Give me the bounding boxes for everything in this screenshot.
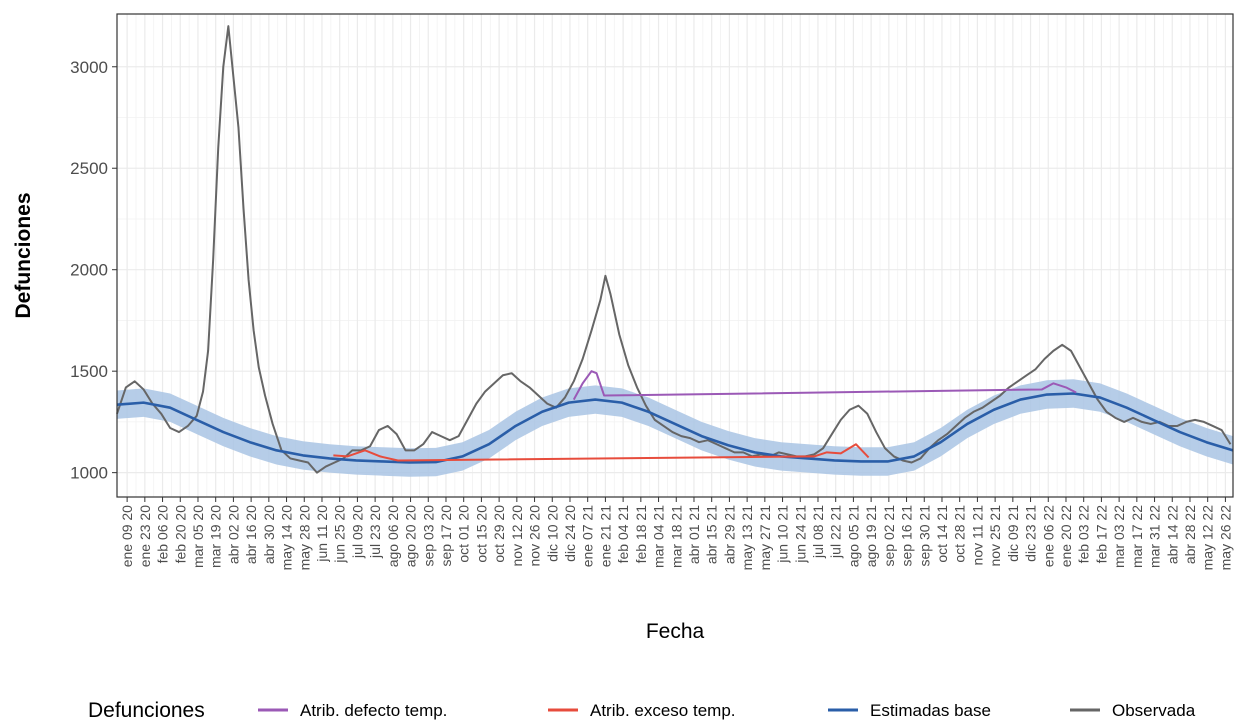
x-tick-label: nov 11 21 [969,505,985,566]
series-line-atrib-exceso-temp [333,443,870,462]
x-tick-label: jul 08 21 [810,505,826,559]
confidence-band [117,379,1233,477]
x-tick-label: abr 01 21 [686,505,702,564]
legend: Defunciones Atrib. defecto temp. Atrib. e… [88,699,1196,722]
x-tick-label: abr 15 21 [704,505,720,564]
x-tick-label: mar 17 22 [1129,505,1145,568]
x-tick-label: mar 31 22 [1147,505,1163,568]
y-axis-title: Defunciones [12,192,35,318]
x-tick-label: nov 12 20 [509,505,525,567]
x-tick-label: mar 05 20 [190,505,206,568]
x-tick-label: dic 24 20 [562,505,578,562]
x-tick-label: jul 23 20 [367,505,383,559]
y-tick-label: 2500 [70,159,108,178]
legend-label: Observada [1112,701,1196,720]
x-tick-label: sep 30 21 [916,505,932,567]
panel-border [116,13,1234,498]
series-line-atrib-defecto-temp [572,370,1077,401]
x-tick-label: mar 04 21 [651,505,667,568]
x-tick-label: ene 23 20 [137,505,153,567]
x-tick-label: jun 24 21 [792,505,808,564]
x-tick-label: abr 30 20 [261,505,277,564]
x-tick-label: ago 20 20 [403,505,419,567]
x-tick-label: feb 04 21 [615,505,631,564]
x-tick-label: ago 19 21 [863,505,879,567]
x-tick-label: sep 17 20 [438,505,454,567]
y-tick-label: 2000 [70,261,108,280]
x-tick-label: abr 29 21 [721,505,737,564]
x-tick-label: ene 06 22 [1040,505,1056,567]
x-tick-label: abr 16 20 [243,505,259,564]
x-tick-label: feb 17 22 [1093,505,1109,564]
x-tick-label: jul 09 20 [349,505,365,559]
x-tick-label: abr 14 22 [1164,505,1180,564]
x-tick-label: dic 09 21 [1005,505,1021,562]
series-layer [116,25,1234,474]
x-tick-label: feb 06 20 [155,505,171,564]
x-tick-label: nov 25 21 [987,505,1003,567]
x-tick-label: oct 28 21 [952,505,968,563]
x-tick-label: mar 18 21 [668,505,684,568]
x-tick-label: oct 15 20 [473,505,489,563]
x-tick-label: oct 01 20 [456,505,472,563]
x-tick-label: mar 03 22 [1111,505,1127,568]
x-tick-label: ene 21 21 [597,505,613,567]
y-tick-label: 3000 [70,58,108,77]
y-tick-label: 1000 [70,464,108,483]
x-tick-label: feb 03 22 [1076,505,1092,564]
x-tick-label: abr 02 20 [225,505,241,564]
y-tick-label: 1500 [70,362,108,381]
x-tick-label: abr 28 22 [1182,505,1198,564]
x-tick-label: may 12 22 [1200,505,1216,571]
x-tick-label: feb 20 20 [172,505,188,564]
x-tick-label: ene 20 22 [1058,505,1074,567]
x-tick-label: may 13 21 [739,505,755,571]
x-tick-label: oct 29 20 [491,505,507,563]
legend-label: Atrib. defecto temp. [300,701,447,720]
legend-label: Estimadas base [870,701,991,720]
x-tick-label: feb 18 21 [633,505,649,564]
x-axis-title: Fecha [646,620,705,643]
series-line-estimadas-base [116,392,1234,464]
legend-label: Atrib. exceso temp. [590,701,736,720]
confidence-band-layer [117,379,1233,477]
x-tick-label: oct 14 21 [934,505,950,563]
x-tick-label: nov 26 20 [527,505,543,567]
x-tick-label: jun 11 20 [314,505,330,563]
x-tick-label: may 28 20 [296,505,312,571]
x-tick-label: sep 02 21 [881,505,897,567]
x-tick-label: jul 22 21 [828,505,844,559]
x-tick-label: jun 10 21 [775,505,791,564]
series-line-observada [116,25,1232,474]
x-tick-label: ene 07 21 [580,505,596,567]
x-tick-label: ago 06 20 [385,505,401,567]
x-tick-label: jun 25 20 [332,505,348,564]
x-tick-label: dic 23 21 [1023,505,1039,562]
x-tick-label: may 26 22 [1217,505,1233,571]
x-tick-label: may 27 21 [757,505,773,571]
x-tick-label: sep 16 21 [899,505,915,567]
grid [117,14,1233,497]
x-tick-label: sep 03 20 [420,505,436,567]
x-tick-label: ene 09 20 [119,505,135,567]
x-tick-label: mar 19 20 [208,505,224,568]
x-tick-label: ago 05 21 [845,505,861,567]
legend-title: Defunciones [88,699,205,722]
x-tick-label: may 14 20 [279,505,295,571]
x-tick-label: dic 10 20 [544,505,560,562]
